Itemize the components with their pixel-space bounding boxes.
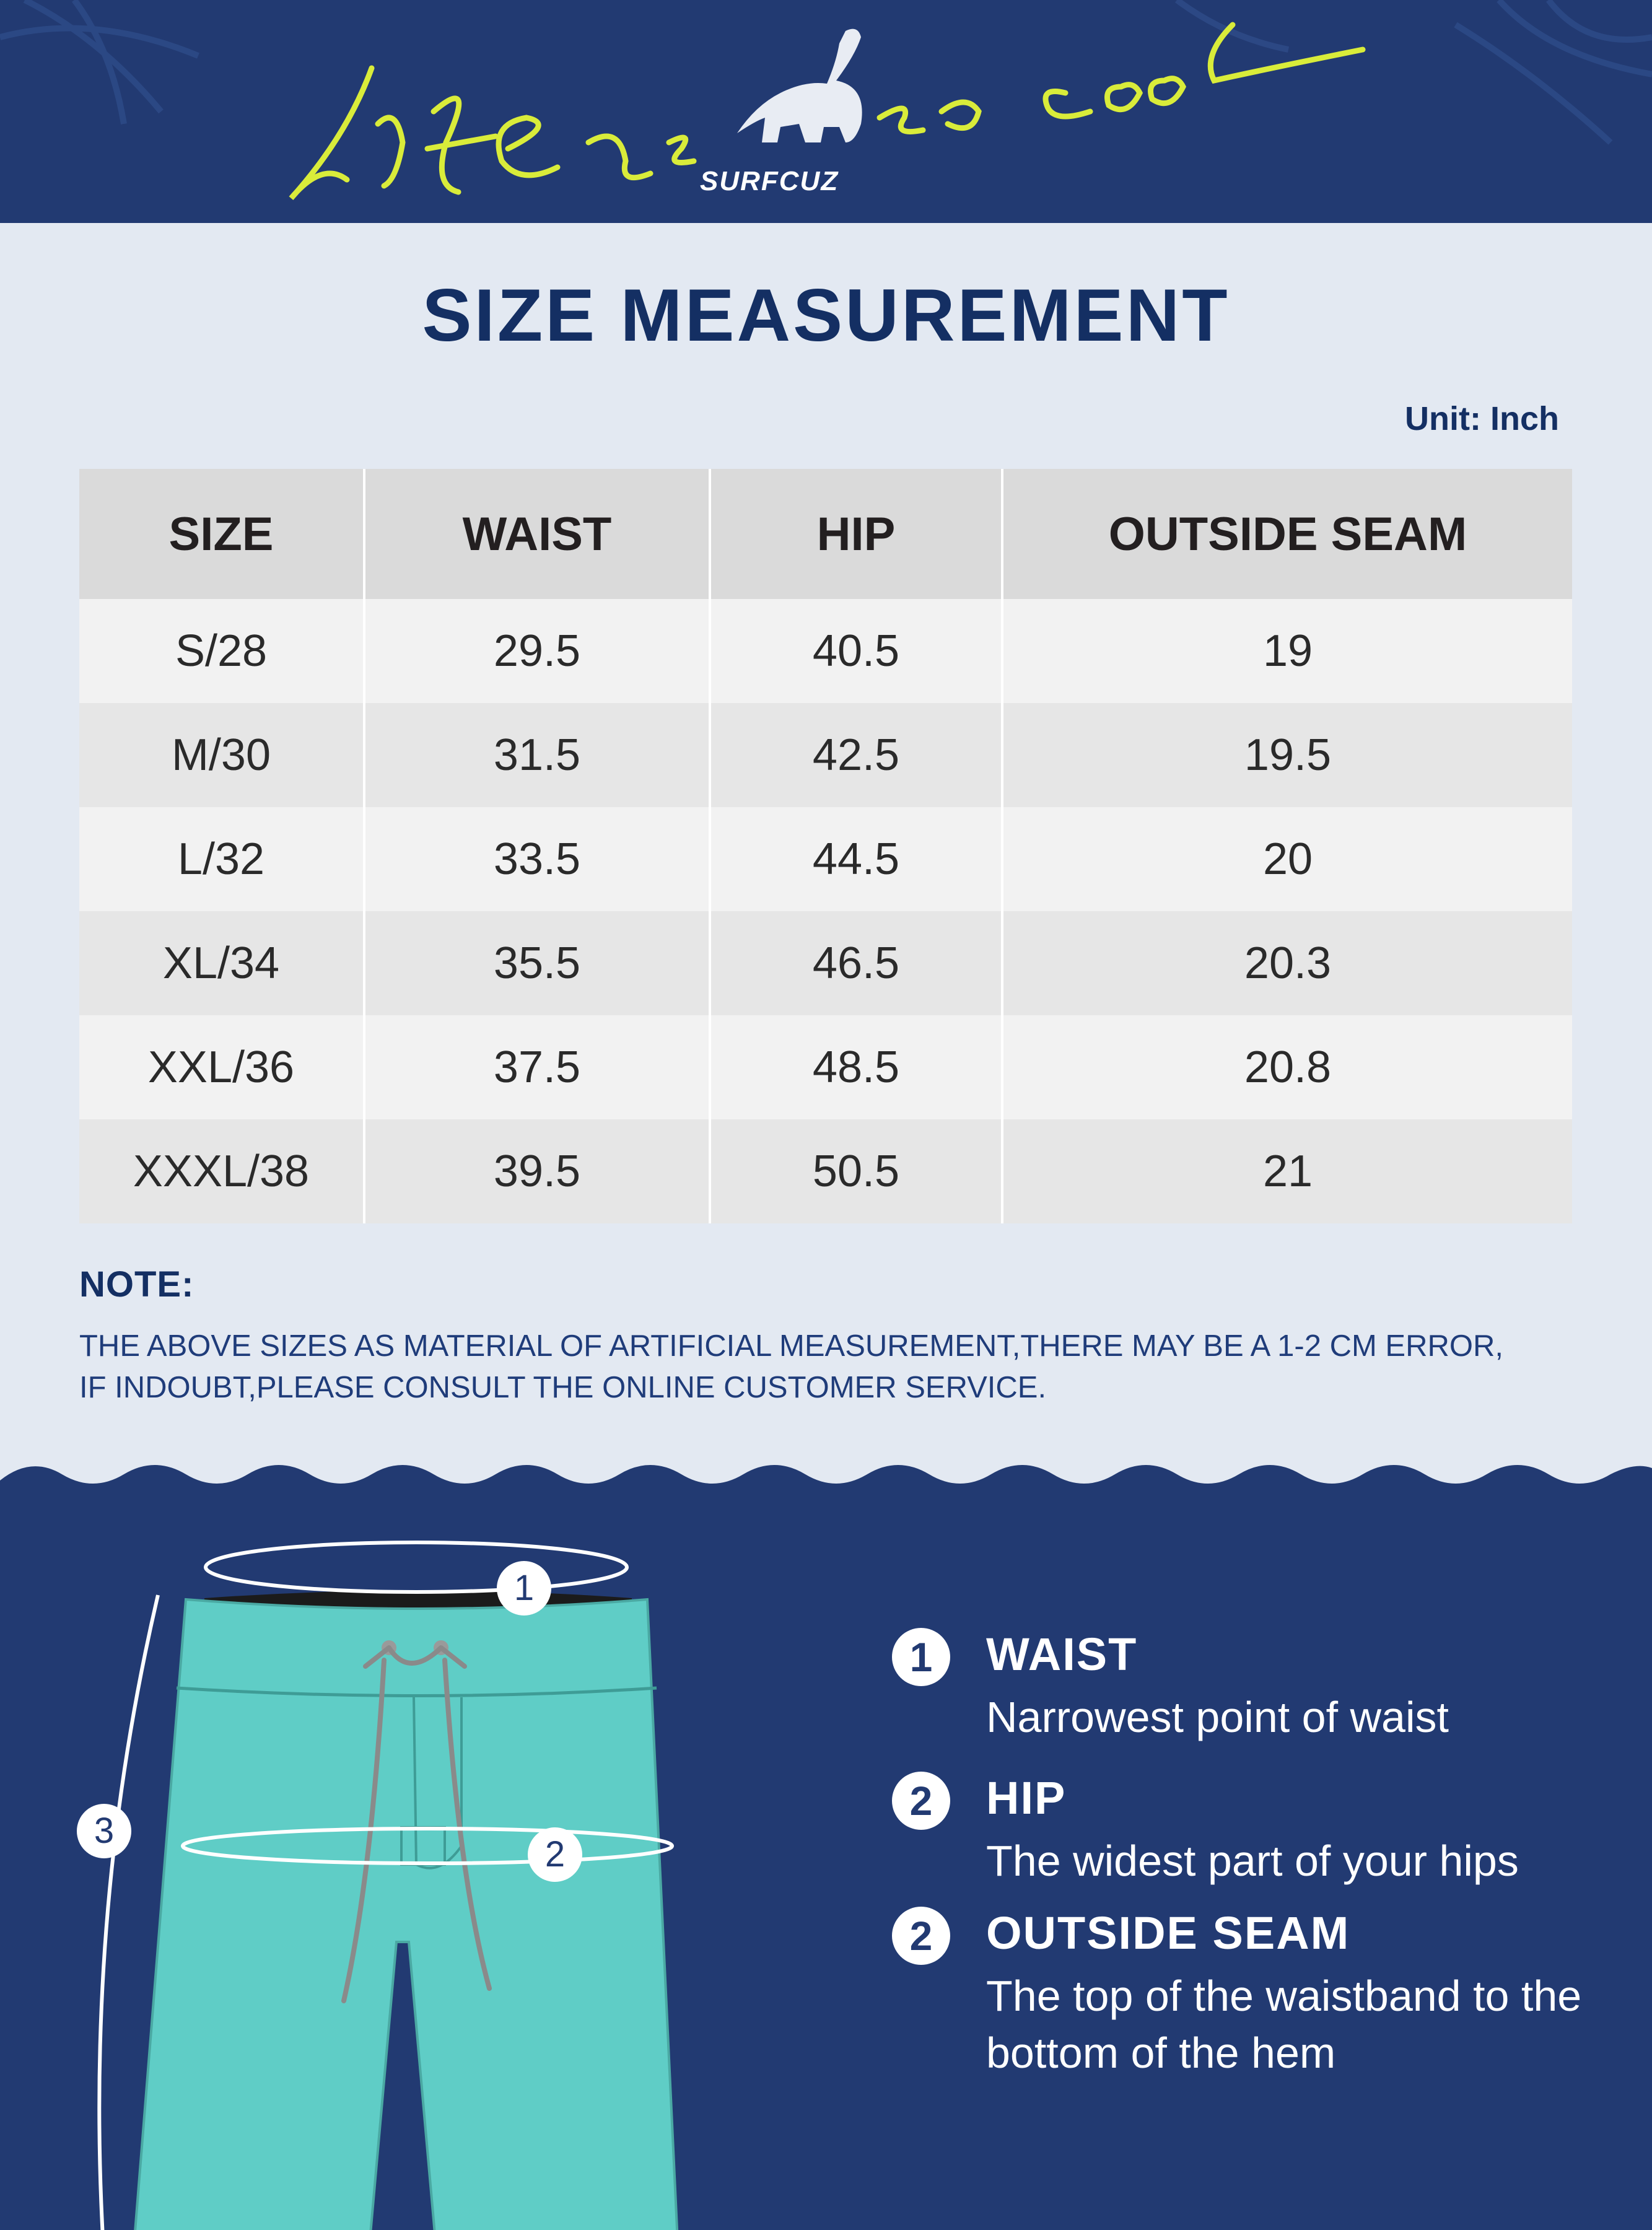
cell-hip: 42.5 (709, 703, 1002, 807)
cell-outside-seam: 21 (1001, 1119, 1572, 1223)
cell-outside-seam: 19.5 (1001, 703, 1572, 807)
table-row: XXL/36 37.5 48.5 20.8 (79, 1015, 1572, 1119)
unit-label: Unit: Inch (1405, 400, 1559, 437)
note-line-2: IF INDOUBT,PLEASE CONSULT THE ONLINE CUS… (79, 1371, 1047, 1404)
palm-leaf-decoration (0, 0, 1652, 145)
legend-description: Narrowest point of waist (986, 1693, 1449, 1741)
cell-hip: 40.5 (709, 599, 1002, 703)
legend-description: The widest part of your hips (986, 1837, 1519, 1885)
table-row: XL/34 35.5 46.5 20.3 (79, 911, 1572, 1015)
column-header-size: SIZE (79, 469, 364, 599)
header-banner: SURFCUZ (0, 0, 1652, 223)
cell-waist: 31.5 (363, 703, 710, 807)
legend-description: The top of the waistband to the bottom o… (986, 1972, 1582, 2077)
legend-number-badge: 2 (892, 1907, 950, 1965)
cell-outside-seam: 20 (1001, 807, 1572, 911)
cell-waist: 37.5 (363, 1015, 710, 1119)
legend-title: WAIST (986, 1629, 1138, 1680)
cell-waist: 29.5 (363, 599, 710, 703)
cell-hip: 46.5 (709, 911, 1002, 1015)
column-header-hip: HIP (709, 469, 1002, 599)
brand-logo-text: SURFCUZ (700, 166, 839, 196)
table-row: L/32 33.5 44.5 20 (79, 807, 1572, 911)
table-row: M/30 31.5 42.5 19.5 (79, 703, 1572, 807)
cell-hip: 48.5 (709, 1015, 1002, 1119)
measurement-guide-section: 1 2 3 1 WAIST Narrowest point of waist 2… (0, 1443, 1652, 2230)
cell-size: XXXL/38 (79, 1119, 364, 1223)
cell-waist: 39.5 (363, 1119, 710, 1223)
table-row: XXXL/38 39.5 50.5 21 (79, 1119, 1572, 1223)
hip-measure-ellipse (181, 1827, 674, 1865)
cell-hip: 44.5 (709, 807, 1002, 911)
cell-size: L/32 (79, 807, 364, 911)
note-line-1: THE ABOVE SIZES AS MATERIAL OF ARTIFICIA… (79, 1329, 1503, 1363)
marker-waist: 1 (497, 1561, 551, 1616)
drawstring (341, 1645, 492, 2003)
page-title: SIZE MEASUREMENT (422, 274, 1230, 357)
marker-hip: 2 (528, 1827, 582, 1882)
table-row: S/28 29.5 40.5 19 (79, 599, 1572, 703)
column-header-outside-seam: OUTSIDE SEAM (1001, 469, 1572, 599)
banner-artwork (0, 0, 1652, 201)
marker-outside-seam: 3 (77, 1804, 131, 1858)
legend-number-badge: 1 (892, 1628, 950, 1686)
script-logo-art (289, 22, 1366, 201)
measurement-diagram (0, 1465, 1652, 2230)
board-shorts-illustration (134, 1590, 679, 2230)
cell-outside-seam: 20.8 (1001, 1015, 1572, 1119)
note-heading: NOTE: (79, 1264, 194, 1305)
cell-size: M/30 (79, 703, 364, 807)
cell-waist: 35.5 (363, 911, 710, 1015)
shorts-body (134, 1598, 679, 2230)
column-header-waist: WAIST (363, 469, 710, 599)
dinosaur-logo-icon (737, 28, 862, 142)
cell-outside-seam: 20.3 (1001, 911, 1572, 1015)
cell-size: S/28 (79, 599, 364, 703)
cell-outside-seam: 19 (1001, 599, 1572, 703)
cell-waist: 33.5 (363, 807, 710, 911)
cell-hip: 50.5 (709, 1119, 1002, 1223)
cell-size: XL/34 (79, 911, 364, 1015)
size-table: SIZE WAIST HIP OUTSIDE SEAM S/28 29.5 40… (79, 469, 1572, 1223)
waistband-seam (176, 1686, 657, 1697)
cell-size: XXL/36 (79, 1015, 364, 1119)
table-header-row: SIZE WAIST HIP OUTSIDE SEAM (79, 469, 1572, 599)
note-text: THE ABOVE SIZES AS MATERIAL OF ARTIFICIA… (79, 1326, 1591, 1409)
legend-title: HIP (986, 1772, 1067, 1824)
legend-title: OUTSIDE SEAM (986, 1907, 1350, 1959)
waist-measure-ellipse (204, 1541, 629, 1594)
legend-number-badge: 2 (892, 1772, 950, 1830)
outside-seam-measure-line (97, 1594, 160, 2230)
